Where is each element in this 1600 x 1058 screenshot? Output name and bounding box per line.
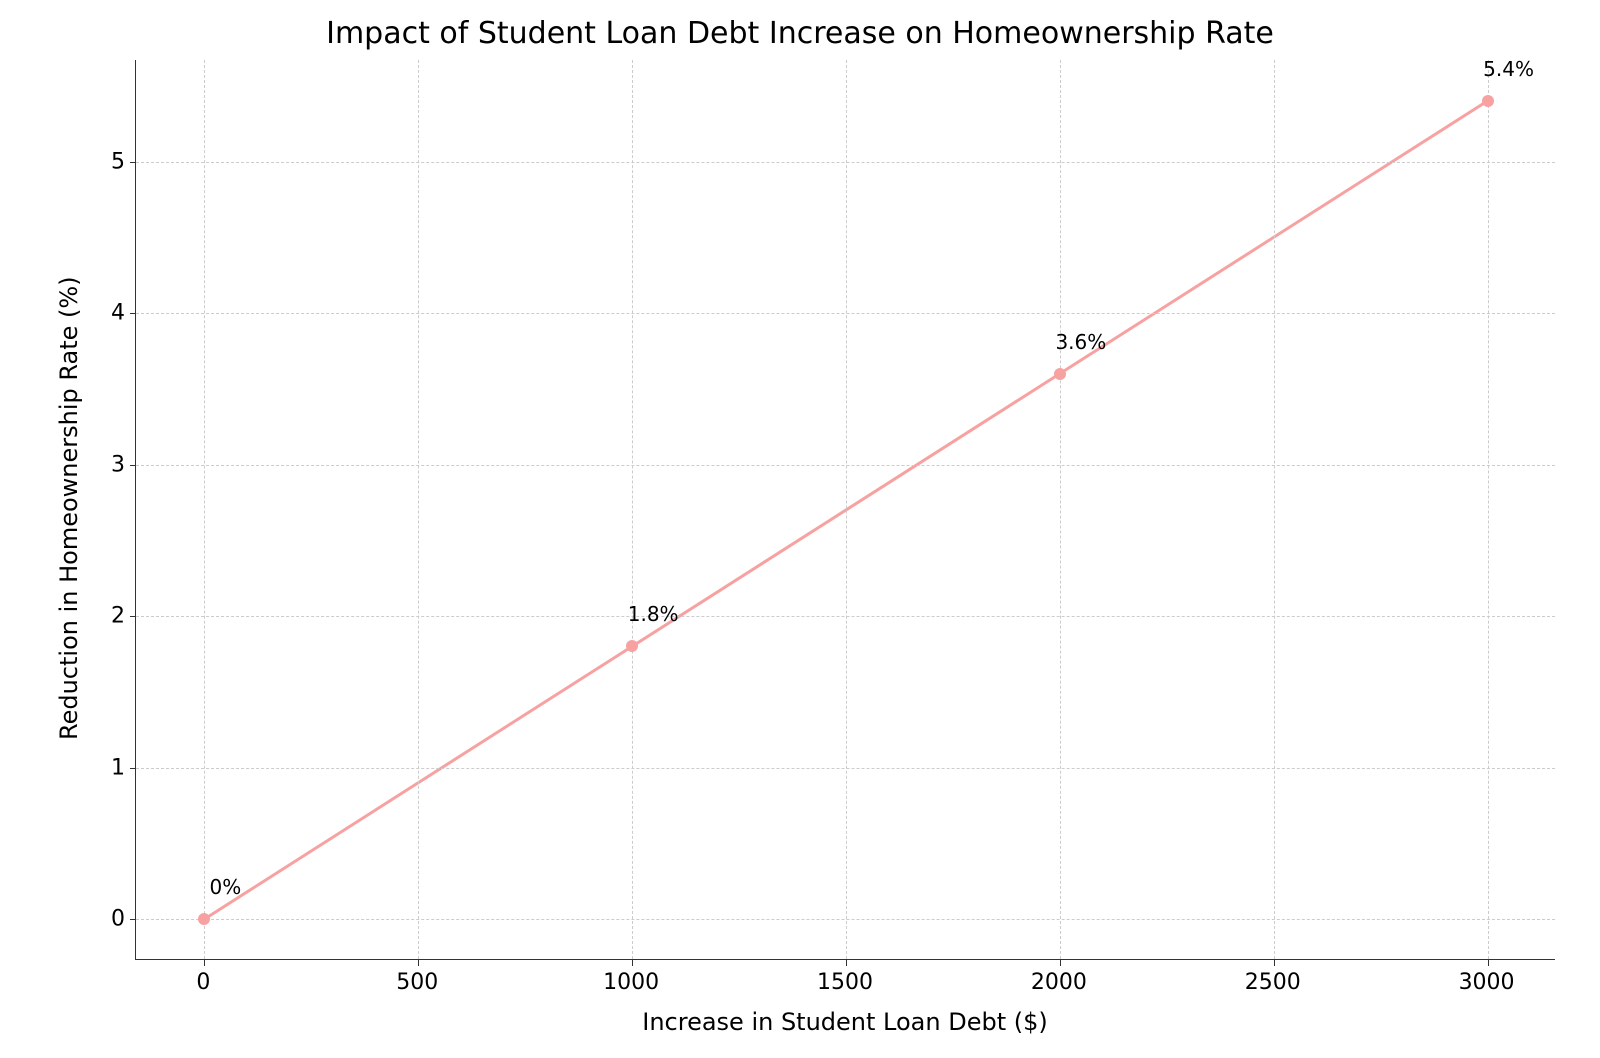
- xtick-label: 2000: [1031, 970, 1087, 995]
- data-point-label: 1.8%: [628, 602, 679, 626]
- ytick-label: 0: [95, 907, 125, 932]
- grid-line-horizontal: [136, 465, 1555, 466]
- xtick-label: 3000: [1459, 970, 1515, 995]
- ytick-label: 2: [95, 604, 125, 629]
- grid-line-horizontal: [136, 616, 1555, 617]
- plot-area: [135, 60, 1555, 960]
- grid-line-horizontal: [136, 768, 1555, 769]
- grid-line-vertical: [846, 60, 847, 959]
- xtick-label: 2500: [1245, 970, 1301, 995]
- xtick-mark: [846, 960, 847, 966]
- xtick-mark: [1488, 960, 1489, 966]
- data-marker: [1054, 368, 1066, 380]
- ytick-label: 5: [95, 149, 125, 174]
- xtick-label: 1000: [603, 970, 659, 995]
- ytick-mark: [130, 313, 136, 314]
- xtick-label: 0: [196, 970, 210, 995]
- chart-container: Impact of Student Loan Debt Increase on …: [0, 0, 1600, 1058]
- chart-title: Impact of Student Loan Debt Increase on …: [0, 16, 1600, 51]
- ytick-label: 1: [95, 755, 125, 780]
- data-point-label: 0%: [210, 875, 242, 899]
- xtick-mark: [1060, 960, 1061, 966]
- grid-line-vertical: [418, 60, 419, 959]
- grid-line-horizontal: [136, 162, 1555, 163]
- ytick-mark: [130, 768, 136, 769]
- xtick-mark: [204, 960, 205, 966]
- data-marker: [626, 640, 638, 652]
- data-point-label: 3.6%: [1055, 330, 1106, 354]
- grid-line-vertical: [632, 60, 633, 959]
- xtick-label: 1500: [817, 970, 873, 995]
- ytick-mark: [130, 465, 136, 466]
- data-marker: [1482, 95, 1494, 107]
- grid-line-vertical: [1488, 60, 1489, 959]
- ytick-mark: [130, 919, 136, 920]
- grid-line-vertical: [1274, 60, 1275, 959]
- data-marker: [198, 913, 210, 925]
- xtick-mark: [632, 960, 633, 966]
- data-point-label: 5.4%: [1483, 57, 1534, 81]
- ytick-mark: [130, 616, 136, 617]
- ytick-label: 3: [95, 452, 125, 477]
- ytick-mark: [130, 162, 136, 163]
- y-axis-label: Reduction in Homeownership Rate (%): [55, 276, 83, 740]
- ytick-label: 4: [95, 301, 125, 326]
- xtick-mark: [1274, 960, 1275, 966]
- grid-line-vertical: [1060, 60, 1061, 959]
- xtick-mark: [418, 960, 419, 966]
- grid-line-horizontal: [136, 919, 1555, 920]
- xtick-label: 500: [396, 970, 438, 995]
- grid-line-vertical: [204, 60, 205, 959]
- grid-line-horizontal: [136, 313, 1555, 314]
- x-axis-label: Increase in Student Loan Debt ($): [642, 1008, 1048, 1036]
